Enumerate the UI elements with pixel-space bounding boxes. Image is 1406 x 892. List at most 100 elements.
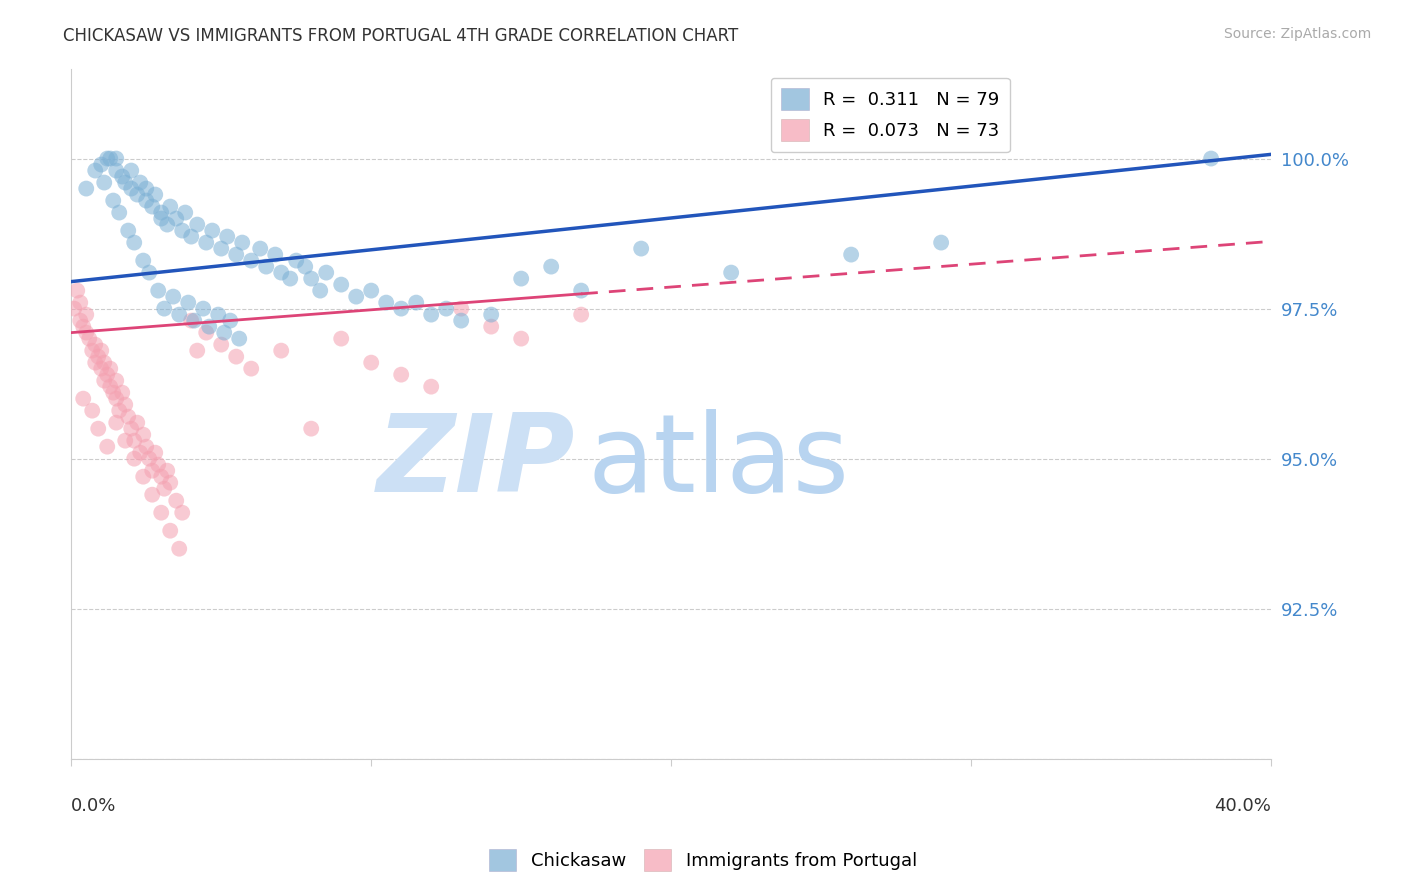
Point: [150, 506, 173, 520]
Point: [105, 152, 128, 166]
Point: [420, 379, 443, 393]
Point: [114, 176, 136, 190]
Point: [129, 176, 152, 190]
Point: [479, 319, 502, 334]
Point: [84, 356, 107, 370]
Point: [127, 187, 149, 202]
Point: [389, 368, 412, 382]
Point: [135, 181, 157, 195]
Point: [450, 313, 472, 327]
Point: [141, 488, 163, 502]
Text: CHICKASAW VS IMMIGRANTS FROM PORTUGAL 4TH GRADE CORRELATION CHART: CHICKASAW VS IMMIGRANTS FROM PORTUGAL 4T…: [63, 27, 738, 45]
Point: [108, 403, 131, 417]
Point: [217, 229, 239, 244]
Point: [132, 469, 155, 483]
Point: [510, 271, 533, 285]
Point: [98, 379, 121, 393]
Point: [111, 385, 134, 400]
Point: [103, 385, 125, 400]
Point: [120, 422, 142, 436]
Point: [93, 356, 115, 370]
Point: [434, 301, 457, 316]
Point: [344, 290, 367, 304]
Point: [183, 313, 205, 327]
Point: [219, 313, 242, 327]
Point: [129, 445, 152, 459]
Point: [165, 211, 187, 226]
Point: [90, 361, 112, 376]
Point: [270, 343, 292, 358]
Point: [193, 301, 215, 316]
Point: [209, 242, 232, 256]
Point: [180, 313, 202, 327]
Point: [159, 200, 181, 214]
Point: [839, 247, 862, 261]
Point: [212, 326, 235, 340]
Point: [186, 218, 208, 232]
Point: [75, 326, 97, 340]
Point: [122, 434, 145, 448]
Point: [231, 235, 253, 250]
Legend: R =  0.311   N = 79, R =  0.073   N = 73: R = 0.311 N = 79, R = 0.073 N = 73: [770, 78, 1010, 153]
Point: [90, 157, 112, 171]
Point: [127, 416, 149, 430]
Point: [299, 422, 322, 436]
Point: [93, 176, 115, 190]
Point: [132, 427, 155, 442]
Point: [96, 152, 118, 166]
Point: [186, 343, 208, 358]
Point: [195, 235, 218, 250]
Point: [450, 301, 472, 316]
Point: [150, 205, 173, 219]
Point: [150, 469, 173, 483]
Point: [82, 343, 104, 358]
Point: [150, 211, 173, 226]
Point: [156, 218, 179, 232]
Point: [87, 350, 110, 364]
Point: [103, 194, 125, 208]
Point: [122, 451, 145, 466]
Point: [159, 524, 181, 538]
Point: [105, 374, 128, 388]
Point: [240, 361, 263, 376]
Point: [135, 194, 157, 208]
Point: [630, 242, 652, 256]
Point: [87, 422, 110, 436]
Point: [98, 152, 121, 166]
Text: 0.0%: 0.0%: [72, 797, 117, 814]
Point: [111, 169, 134, 184]
Point: [569, 284, 592, 298]
Point: [294, 260, 316, 274]
Point: [108, 205, 131, 219]
Point: [63, 301, 86, 316]
Point: [90, 343, 112, 358]
Point: [330, 277, 353, 292]
Point: [309, 284, 332, 298]
Point: [120, 163, 142, 178]
Point: [720, 266, 742, 280]
Point: [167, 308, 190, 322]
Point: [148, 284, 170, 298]
Point: [66, 284, 89, 298]
Point: [254, 260, 277, 274]
Point: [198, 319, 221, 334]
Point: [117, 409, 139, 424]
Point: [122, 235, 145, 250]
Point: [177, 295, 200, 310]
Point: [228, 332, 250, 346]
Point: [153, 301, 176, 316]
Point: [315, 266, 337, 280]
Point: [195, 326, 218, 340]
Point: [165, 493, 187, 508]
Text: 40.0%: 40.0%: [1215, 797, 1271, 814]
Point: [278, 271, 301, 285]
Point: [540, 260, 562, 274]
Point: [75, 308, 97, 322]
Point: [132, 253, 155, 268]
Point: [69, 313, 91, 327]
Point: [96, 440, 118, 454]
Point: [172, 506, 194, 520]
Point: [69, 295, 91, 310]
Point: [143, 445, 166, 459]
Point: [105, 163, 128, 178]
